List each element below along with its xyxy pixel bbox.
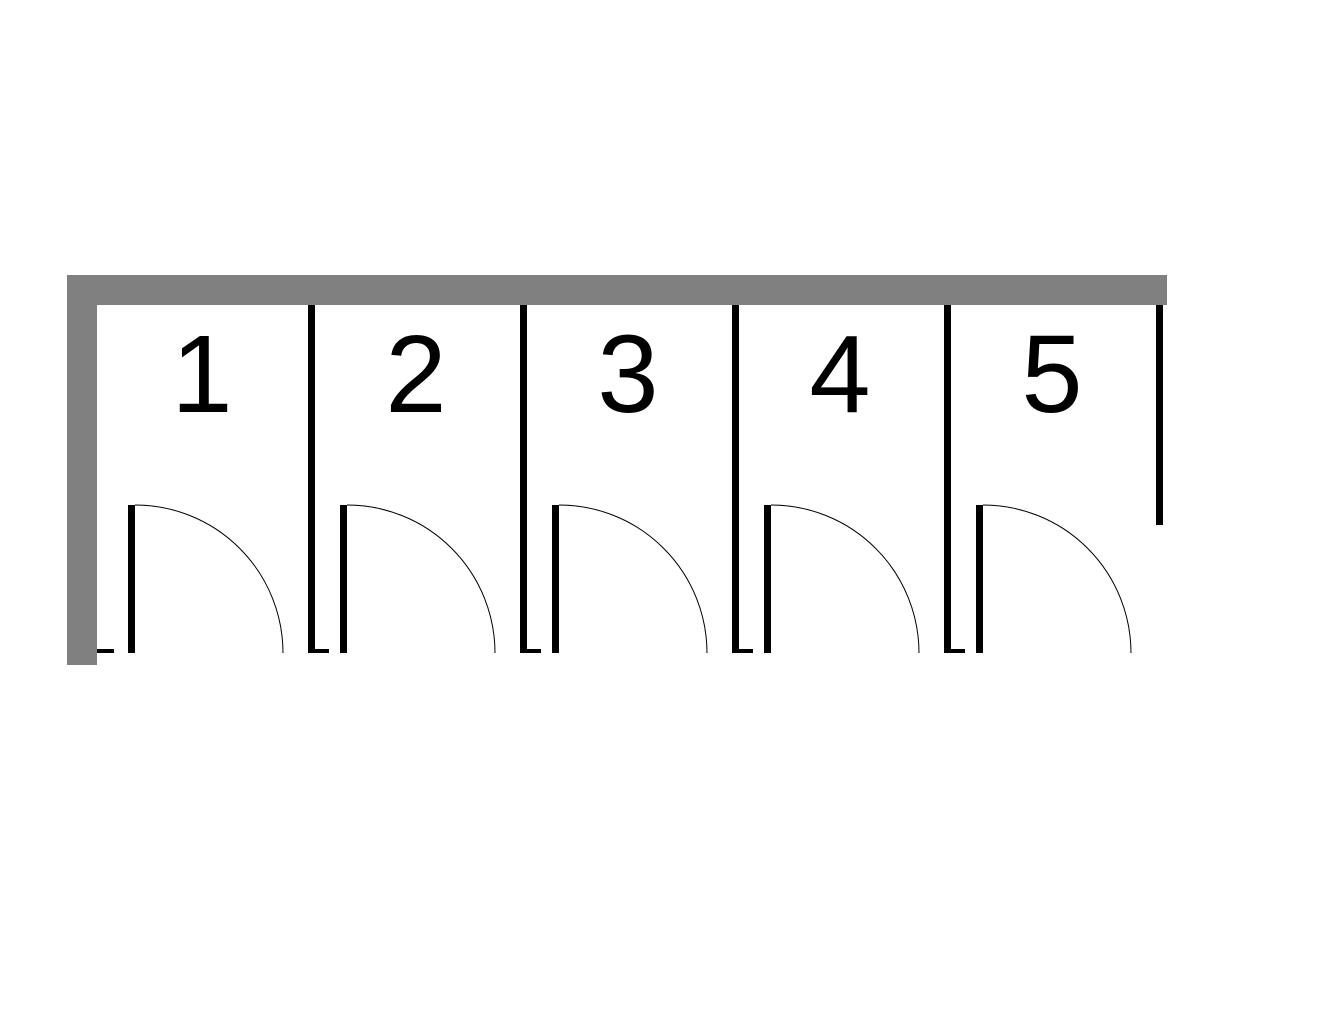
- stall-label-5: 5: [1021, 313, 1082, 436]
- stall-label-2: 2: [385, 313, 446, 436]
- floorplan-svg: 1 2 3 4 5: [67, 275, 1167, 665]
- door-stub-wall: [97, 649, 114, 653]
- door-4: [764, 505, 771, 653]
- door-swing-4: [771, 505, 919, 653]
- door-swing-3: [559, 505, 707, 653]
- stall-label-4: 4: [809, 313, 870, 436]
- door-swing-5: [983, 505, 1131, 653]
- stall-label-1: 1: [171, 313, 232, 436]
- door-swing-1: [135, 505, 283, 653]
- door-3: [552, 505, 559, 653]
- door-stub-3: [739, 649, 753, 653]
- door-swing-2: [347, 505, 495, 653]
- door-1: [128, 505, 135, 653]
- partition-5: [1156, 305, 1163, 525]
- partition-1: [308, 305, 315, 653]
- door-stub-2: [527, 649, 541, 653]
- floorplan-diagram: 1 2 3 4 5: [67, 275, 1167, 665]
- door-2: [340, 505, 347, 653]
- partition-3: [732, 305, 739, 653]
- partition-4: [944, 305, 951, 653]
- wall-top: [67, 275, 1167, 305]
- door-5: [976, 505, 983, 653]
- door-stub-4: [951, 649, 965, 653]
- wall-left: [67, 275, 97, 665]
- partition-2: [520, 305, 527, 653]
- stall-label-3: 3: [597, 313, 658, 436]
- door-stub-1: [315, 649, 329, 653]
